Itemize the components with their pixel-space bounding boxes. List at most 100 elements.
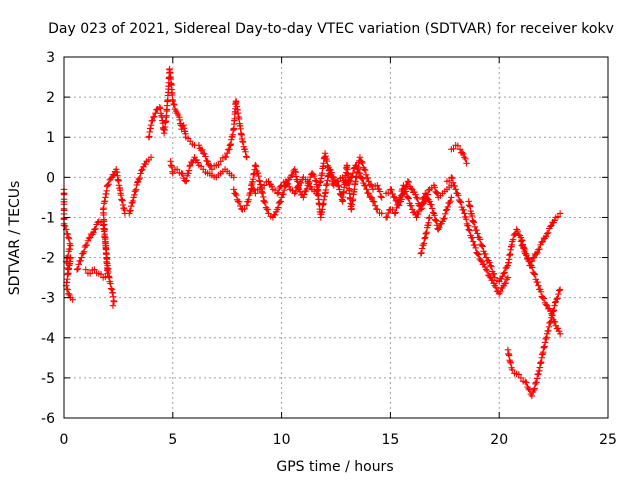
data-point	[482, 250, 489, 258]
data-point	[371, 202, 379, 209]
y-tick-label: 3	[46, 50, 55, 66]
data-point	[250, 185, 257, 193]
data-point	[291, 190, 298, 197]
data-point	[463, 216, 470, 223]
data-point	[110, 298, 118, 305]
data-point	[268, 183, 276, 190]
data-point	[171, 101, 178, 109]
data-point	[551, 299, 559, 306]
data-point	[454, 142, 462, 149]
data-point	[523, 250, 530, 258]
data-point	[534, 371, 541, 378]
data-point	[441, 215, 448, 222]
data-point	[280, 190, 287, 198]
data-point	[471, 241, 479, 249]
data-point	[531, 271, 539, 278]
data-point	[514, 227, 521, 235]
data-point	[477, 257, 484, 264]
data-point	[376, 188, 384, 195]
data-point	[555, 290, 562, 298]
data-point	[544, 229, 552, 237]
data-point	[533, 379, 540, 386]
data-point	[138, 167, 145, 174]
data-point	[173, 166, 181, 173]
data-point	[151, 113, 158, 120]
data-point	[473, 226, 480, 234]
data-point	[242, 148, 249, 156]
x-tick-label: 10	[273, 432, 291, 448]
data-point	[466, 227, 473, 234]
data-point	[105, 181, 112, 188]
data-point	[186, 162, 193, 170]
data-point	[126, 207, 134, 215]
data-point	[336, 190, 344, 198]
data-point	[107, 280, 114, 287]
data-point	[195, 142, 203, 149]
data-point	[271, 211, 279, 219]
data-point	[433, 189, 440, 196]
data-point	[328, 173, 335, 181]
data-point	[243, 202, 250, 209]
data-point	[522, 378, 529, 386]
data-point	[426, 198, 433, 205]
y-axis-title: SDTVAR / TECUs	[7, 181, 23, 296]
data-point	[275, 189, 282, 196]
data-point	[305, 180, 312, 187]
data-point	[404, 178, 412, 185]
data-point	[556, 330, 564, 337]
data-point	[551, 302, 558, 309]
data-point	[431, 184, 438, 191]
data-point	[451, 182, 459, 190]
data-point	[64, 230, 71, 238]
data-point	[460, 150, 467, 158]
data-point	[432, 217, 439, 224]
x-tick-label: 15	[381, 432, 399, 448]
data-point	[502, 280, 509, 287]
data-point	[452, 186, 459, 193]
data-point	[545, 327, 552, 334]
y-tick-label: -4	[41, 331, 55, 347]
data-point	[258, 185, 266, 193]
data-point	[349, 169, 357, 177]
data-point	[476, 236, 484, 243]
data-point	[252, 163, 260, 170]
data-point	[450, 145, 457, 153]
data-point	[261, 199, 269, 207]
data-point	[200, 150, 207, 157]
grid-lines	[64, 57, 608, 418]
data-point	[390, 193, 397, 200]
data-point	[515, 371, 522, 378]
data-point	[428, 205, 436, 212]
data-point	[488, 263, 495, 270]
data-point	[311, 172, 318, 180]
data-point	[312, 177, 319, 184]
data-point	[378, 194, 385, 201]
data-point	[343, 182, 351, 189]
data-point	[546, 319, 554, 326]
data-point	[239, 138, 247, 146]
data-point	[235, 198, 243, 206]
x-tick-label: 20	[490, 432, 508, 448]
data-point	[528, 257, 536, 265]
data-point	[131, 191, 138, 199]
data-point	[67, 242, 74, 249]
data-point	[448, 174, 455, 181]
data-point	[281, 186, 288, 194]
data-point	[232, 190, 239, 197]
data-point	[377, 193, 385, 200]
data-point	[64, 286, 71, 293]
data-point	[185, 170, 192, 177]
data-point	[492, 284, 500, 291]
data-point	[278, 194, 285, 201]
data-point	[507, 359, 515, 367]
data-point	[486, 259, 493, 266]
data-point	[277, 198, 284, 205]
data-point	[314, 186, 322, 194]
data-point	[82, 266, 89, 273]
data-point	[459, 149, 466, 156]
y-tick-label: 2	[46, 90, 55, 106]
data-point	[169, 170, 176, 177]
data-point	[149, 117, 156, 124]
data-point	[504, 274, 512, 281]
data-point	[460, 206, 467, 214]
